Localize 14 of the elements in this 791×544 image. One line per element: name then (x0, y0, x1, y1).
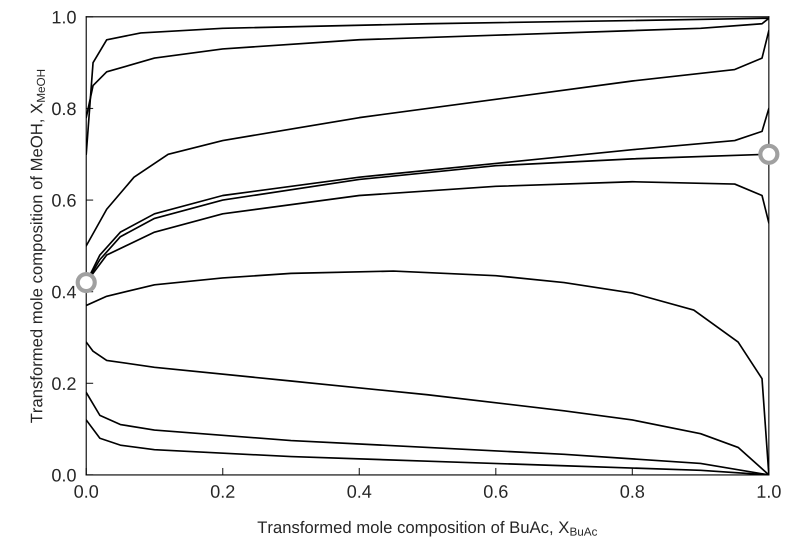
y-tick-label: 0.2 (52, 377, 76, 390)
x-axis-title: Transformed mole composition of BuAc, X$_{BuAc}$ (258, 520, 598, 536)
x-tick-label: 0.2 (210, 485, 234, 498)
y-tick-label: 0.6 (52, 194, 76, 207)
x-tick-label: 0.8 (620, 485, 644, 498)
y-tick-label: 0.4 (52, 286, 76, 298)
y-tick-label: 1.0 (52, 10, 76, 24)
x-tick-label: 0.6 (484, 485, 508, 498)
x-tick-label: 1.0 (758, 485, 781, 498)
y-tick-label: 0.8 (52, 102, 76, 116)
x-tick-label: 0.4 (347, 485, 372, 498)
y-tick-label: 0.0 (52, 468, 76, 482)
x-tick-label: 0.0 (74, 485, 98, 498)
y-axis-title: Transformed mole composition of MeOH, X$_{MeOH}$ (30, 70, 46, 423)
